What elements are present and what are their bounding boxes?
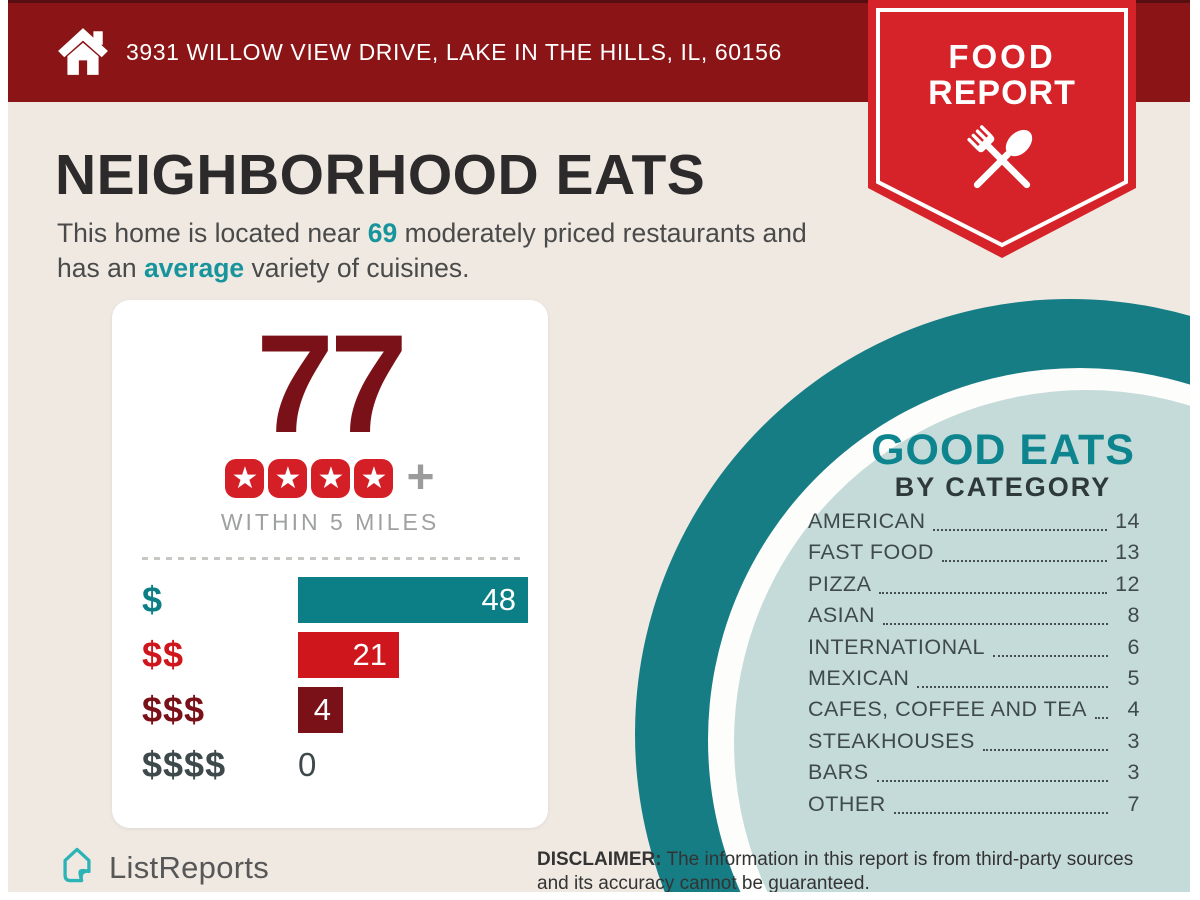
category-row: ASIAN 8	[808, 601, 1140, 632]
page-title: NEIGHBORHOOD EATS	[55, 143, 706, 207]
category-label: FAST FOOD	[808, 540, 934, 565]
subtitle-text: moderately priced restaurants and	[397, 218, 807, 248]
category-row: CAFES, COFFEE AND TEA 4	[808, 695, 1140, 726]
subtitle-text: variety of cuisines.	[244, 252, 470, 283]
price-bar-row: $$$$ 0	[142, 742, 548, 788]
category-dotted-leader	[1094, 695, 1108, 720]
star-icon: ★	[354, 458, 394, 498]
category-label: OTHER	[808, 791, 886, 816]
category-dotted-leader	[917, 664, 1108, 688]
price-bar: 21	[298, 632, 399, 678]
category-label: INTERNATIONAL	[808, 634, 985, 659]
score-card: 77 ★ ★ ★ ★ + WITHIN 5 MILES $48 $$ 21 $$$ 4 $$$$…	[112, 300, 548, 828]
category-value: 14	[1115, 509, 1140, 533]
category-dotted-leader	[992, 633, 1108, 657]
price-bar: 4	[298, 687, 343, 733]
price-bar-label: $$	[142, 634, 185, 675]
category-label: PIZZA	[808, 571, 872, 596]
disclaimer: DISCLAIMER: The information in this repo…	[537, 848, 1151, 892]
category-list: AMERICAN 14 FAST FOOD 13 PIZZA 12 ASIAN 8 INTERN…	[808, 507, 1140, 821]
disclaimer-text: The information in this report is from t…	[537, 849, 1134, 892]
star-icon: ★	[268, 458, 308, 498]
food-report-ribbon: FOOD REPORT	[868, 0, 1136, 260]
star-icon: ★	[225, 458, 265, 498]
category-label: ASIAN	[808, 603, 876, 628]
subtitle-text: has an	[57, 252, 144, 283]
category-row: PIZZA 12	[808, 570, 1140, 601]
price-bar-value: 21	[352, 637, 387, 672]
scope-label: WITHIN 5 MILES	[220, 509, 440, 535]
price-bar-row: $$$ 4	[142, 687, 548, 733]
category-value: 13	[1115, 540, 1140, 565]
price-bar-value: 48	[481, 582, 516, 617]
category-dotted-leader	[982, 727, 1108, 751]
ribbon-title-line1: FOOD	[948, 38, 1056, 75]
property-address: 3931 WILLOW VIEW DRIVE, LAKE IN THE HILL…	[126, 39, 782, 65]
price-bar-row: $$ 21	[142, 632, 548, 678]
category-value: 5	[1127, 665, 1140, 690]
disclaimer-label: DISCLAIMER:	[537, 849, 662, 870]
category-label: CAFES, COFFEE AND TEA	[808, 697, 1087, 722]
price-bar-chart: $48 $$ 21 $$$ 4 $$$$ 0	[112, 577, 548, 788]
category-row: STEAKHOUSES 3	[808, 727, 1140, 758]
plus-sign: +	[406, 451, 435, 504]
category-row: MEXICAN 5	[808, 664, 1140, 695]
category-dotted-leader	[933, 507, 1108, 531]
price-bar-value: 4	[313, 692, 331, 727]
good-eats-subtitle: BY CATEGORY	[894, 472, 1112, 502]
food-score: 77	[256, 305, 408, 462]
price-bar-label: $$$$	[142, 744, 227, 785]
category-value: 12	[1115, 571, 1140, 596]
good-eats-title: GOOD EATS	[871, 426, 1135, 474]
category-label: BARS	[808, 760, 869, 785]
listreports-brand: ListReports	[55, 843, 269, 892]
category-dotted-leader	[883, 601, 1108, 626]
report-content-area: 3931 WILLOW VIEW DRIVE, LAKE IN THE HILL…	[8, 0, 1190, 892]
category-dotted-leader	[879, 570, 1108, 594]
category-row: INTERNATIONAL 6	[808, 633, 1140, 664]
category-label: STEAKHOUSES	[808, 728, 975, 753]
star-icons: ★ ★ ★ ★	[225, 458, 394, 498]
intro-subtitle: This home is located near 69 moderately …	[57, 216, 847, 286]
category-dotted-leader	[941, 538, 1108, 563]
category-value: 7	[1127, 791, 1140, 816]
restaurant-count: 69	[367, 218, 398, 248]
category-value: 6	[1127, 634, 1140, 659]
category-dotted-leader	[893, 790, 1108, 814]
star-icon: ★	[311, 458, 351, 498]
category-row: OTHER 7	[808, 790, 1140, 821]
brand-name: ListReports	[109, 849, 270, 885]
crossed-spoon-fork-icon	[954, 112, 1050, 213]
price-bar-label: $	[142, 579, 164, 620]
category-row: BARS 3	[808, 758, 1140, 789]
price-bar: 48	[298, 577, 528, 623]
price-bar-row: $48	[142, 577, 548, 623]
price-bar-label: $$$	[142, 689, 206, 730]
star-rating: ★ ★ ★ ★ +	[112, 451, 548, 504]
category-row: AMERICAN 14	[808, 507, 1140, 538]
category-label: MEXICAN	[808, 665, 910, 690]
category-label: AMERICAN	[808, 509, 926, 533]
category-value: 3	[1127, 760, 1140, 785]
variety-highlight: average	[143, 252, 245, 283]
category-value: 8	[1127, 603, 1140, 628]
ribbon-title-line2: REPORT	[928, 74, 1076, 112]
category-row: FAST FOOD 13	[808, 538, 1140, 569]
category-value: 4	[1127, 697, 1140, 722]
category-dotted-leader	[876, 758, 1108, 783]
category-value: 3	[1127, 728, 1140, 753]
listreports-logo-icon	[55, 843, 99, 892]
price-bar-value: 0	[298, 746, 317, 783]
dashed-divider	[142, 557, 522, 560]
subtitle-text: This home is located near	[57, 218, 368, 248]
home-icon	[56, 24, 110, 78]
